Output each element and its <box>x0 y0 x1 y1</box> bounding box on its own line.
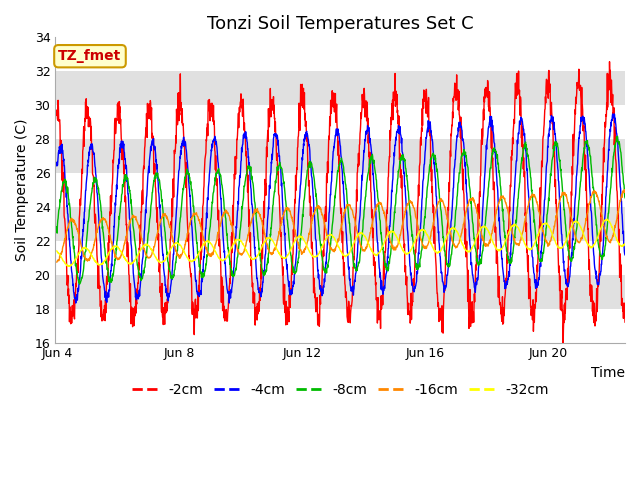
-16cm <box>174 252 182 258</box>
-32cm <box>603 216 611 222</box>
Bar <box>55 37 625 71</box>
Line: -32cm: -32cm <box>57 219 625 266</box>
-2cm <box>285 309 292 314</box>
-8cm <box>175 236 182 241</box>
-8cm <box>288 261 296 266</box>
-8cm <box>441 249 449 254</box>
-2cm <box>559 346 567 351</box>
-2cm <box>621 319 629 325</box>
-4cm <box>285 279 293 285</box>
Y-axis label: Soil Temperature (C): Soil Temperature (C) <box>15 119 29 261</box>
-32cm <box>65 264 73 269</box>
Bar <box>55 241 625 275</box>
-4cm <box>288 291 296 297</box>
Line: -16cm: -16cm <box>57 190 625 262</box>
-8cm <box>76 281 83 287</box>
Bar <box>55 207 625 241</box>
-4cm <box>72 300 79 306</box>
-2cm <box>287 270 295 276</box>
-8cm <box>53 224 61 229</box>
-4cm <box>53 163 61 168</box>
Title: Tonzi Soil Temperatures Set C: Tonzi Soil Temperatures Set C <box>207 15 474 33</box>
-2cm <box>266 124 273 130</box>
-16cm <box>287 215 295 221</box>
-2cm <box>86 124 93 130</box>
-2cm <box>605 59 613 65</box>
-8cm <box>285 235 293 240</box>
Line: -8cm: -8cm <box>57 136 625 284</box>
-8cm <box>614 133 621 139</box>
-16cm <box>53 259 61 265</box>
-32cm <box>53 248 61 254</box>
-32cm <box>285 250 293 256</box>
Bar <box>55 71 625 105</box>
-4cm <box>266 185 273 191</box>
X-axis label: Time: Time <box>591 366 625 380</box>
-8cm <box>266 239 273 244</box>
-32cm <box>266 235 273 241</box>
-32cm <box>621 241 629 247</box>
Legend: -2cm, -4cm, -8cm, -16cm, -32cm: -2cm, -4cm, -8cm, -16cm, -32cm <box>126 378 554 403</box>
-2cm <box>53 112 61 118</box>
Line: -4cm: -4cm <box>57 114 625 303</box>
-32cm <box>86 249 93 255</box>
-4cm <box>175 175 182 181</box>
Bar <box>55 105 625 139</box>
-32cm <box>441 239 449 244</box>
-2cm <box>441 288 449 294</box>
-4cm <box>441 283 449 288</box>
-2cm <box>174 90 182 96</box>
Bar <box>55 139 625 173</box>
-8cm <box>86 206 93 212</box>
-16cm <box>285 205 292 211</box>
Bar <box>55 173 625 207</box>
-4cm <box>621 252 629 258</box>
-16cm <box>266 250 273 255</box>
-16cm <box>86 258 93 264</box>
-16cm <box>621 187 629 193</box>
-4cm <box>611 111 618 117</box>
-8cm <box>621 195 629 201</box>
Line: -2cm: -2cm <box>57 62 625 348</box>
-16cm <box>621 187 628 192</box>
Text: TZ_fmet: TZ_fmet <box>58 49 122 63</box>
Bar <box>55 309 625 343</box>
-32cm <box>288 245 296 251</box>
Bar <box>55 275 625 309</box>
-16cm <box>441 204 449 210</box>
-4cm <box>86 144 93 150</box>
-32cm <box>175 240 182 246</box>
